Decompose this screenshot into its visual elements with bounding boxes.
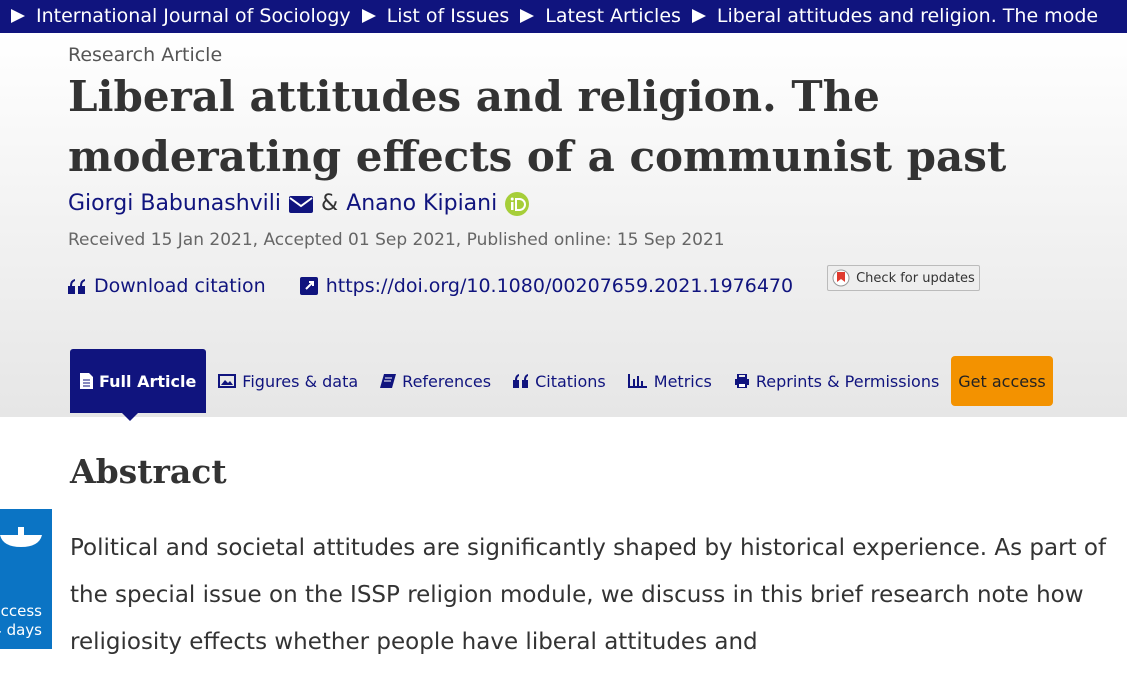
tab[interactable]: Full Article: [70, 349, 207, 421]
get-access-button[interactable]: Get access: [951, 356, 1053, 406]
download-citation-text[interactable]: Download citation: [94, 275, 266, 297]
doi-link[interactable]: https://doi.org/10.1080/00207659.2021.19…: [299, 275, 794, 297]
book-icon: [380, 374, 397, 388]
author-separator: &: [321, 191, 339, 216]
article-header: Research Article Liberal attitudes and r…: [0, 33, 1127, 421]
print-icon: [734, 374, 749, 388]
breadcrumb: International Journal of Sociology List o…: [0, 0, 1127, 33]
tab-label[interactable]: Figures & data: [242, 371, 359, 391]
tab[interactable]: Figures & data: [218, 372, 358, 391]
abstract-heading: Abstract: [70, 452, 227, 491]
article-title: Liberal attitudes and religion. The mode…: [68, 72, 1007, 181]
chart-icon: [627, 374, 647, 388]
authors: Giorgi Babunashvili & Anano Kipiani: [68, 191, 530, 216]
tab-label[interactable]: Citations: [535, 371, 606, 391]
cup-icon: [0, 527, 42, 547]
quote-icon: [513, 374, 529, 388]
check-updates-button[interactable]: Check for updates: [827, 265, 980, 291]
sidebar-widget[interactable]: access 4 days: [0, 509, 52, 649]
breadcrumb-current: Liberal attitudes and religion. The mode: [681, 0, 1098, 32]
orcid-icon[interactable]: [505, 191, 530, 216]
doi-text[interactable]: https://doi.org/10.1080/00207659.2021.19…: [325, 275, 794, 297]
tab-label[interactable]: Full Article: [99, 371, 197, 391]
breadcrumb-link[interactable]: List of Issues: [351, 0, 509, 32]
author-link[interactable]: Giorgi Babunashvili: [68, 191, 282, 216]
breadcrumb-link[interactable]: Latest Articles: [509, 0, 681, 32]
tab[interactable]: References: [380, 372, 491, 391]
tab-bar: Full Article Figures & data References C…: [70, 349, 961, 421]
check-updates-text[interactable]: Check for updates: [856, 270, 975, 286]
sidebar-text: access: [0, 602, 42, 620]
quote-icon: [68, 279, 85, 294]
article-type: Research Article: [68, 44, 223, 66]
tab[interactable]: Citations: [513, 372, 606, 391]
doc-icon: [80, 373, 93, 389]
tab[interactable]: Metrics: [627, 371, 712, 391]
author-link[interactable]: Anano Kipiani: [346, 191, 498, 216]
crossmark-icon: [832, 269, 850, 287]
article-links: Download citation https://doi.org/10.108…: [68, 265, 980, 297]
tab[interactable]: Reprints & Permissions: [734, 372, 939, 391]
tab-label[interactable]: References: [402, 371, 492, 391]
sidebar-text: 4 days: [0, 621, 42, 639]
breadcrumb-link[interactable]: International Journal of Sociology: [0, 0, 351, 32]
external-link-icon: [299, 277, 318, 295]
abstract-text: Political and societal attitudes are sig…: [70, 535, 1107, 655]
email-icon[interactable]: [289, 195, 314, 213]
tab-label[interactable]: Metrics: [653, 371, 712, 391]
image-icon: [218, 374, 237, 388]
publication-dates: Received 15 Jan 2021, Accepted 01 Sep 20…: [68, 230, 725, 250]
tab-label[interactable]: Reprints & Permissions: [755, 371, 940, 391]
download-citation[interactable]: Download citation: [68, 275, 266, 297]
